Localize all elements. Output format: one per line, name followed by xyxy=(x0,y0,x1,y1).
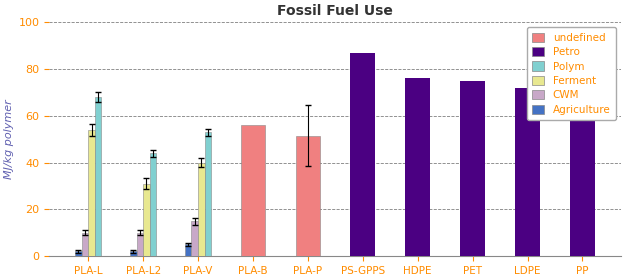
Bar xyxy=(204,132,211,256)
Bar xyxy=(460,81,485,256)
Title: Fossil Fuel Use: Fossil Fuel Use xyxy=(277,4,393,18)
Bar xyxy=(296,136,320,256)
Bar xyxy=(570,80,595,256)
Y-axis label: MJ/kg polymer: MJ/kg polymer xyxy=(4,99,14,179)
Bar xyxy=(130,251,136,256)
Bar xyxy=(88,130,95,256)
Bar xyxy=(406,78,430,256)
Bar xyxy=(143,184,150,256)
Bar xyxy=(515,88,540,256)
Bar xyxy=(198,162,204,256)
Legend: undefined, Petro, Polym, Ferment, CWM, Agriculture: undefined, Petro, Polym, Ferment, CWM, A… xyxy=(527,27,616,120)
Bar xyxy=(185,244,191,256)
Bar xyxy=(241,125,266,256)
Bar xyxy=(95,97,101,256)
Bar xyxy=(75,251,82,256)
Bar xyxy=(191,221,198,256)
Bar xyxy=(351,53,375,256)
Bar xyxy=(136,233,143,256)
Bar xyxy=(82,233,88,256)
Bar xyxy=(150,153,156,256)
